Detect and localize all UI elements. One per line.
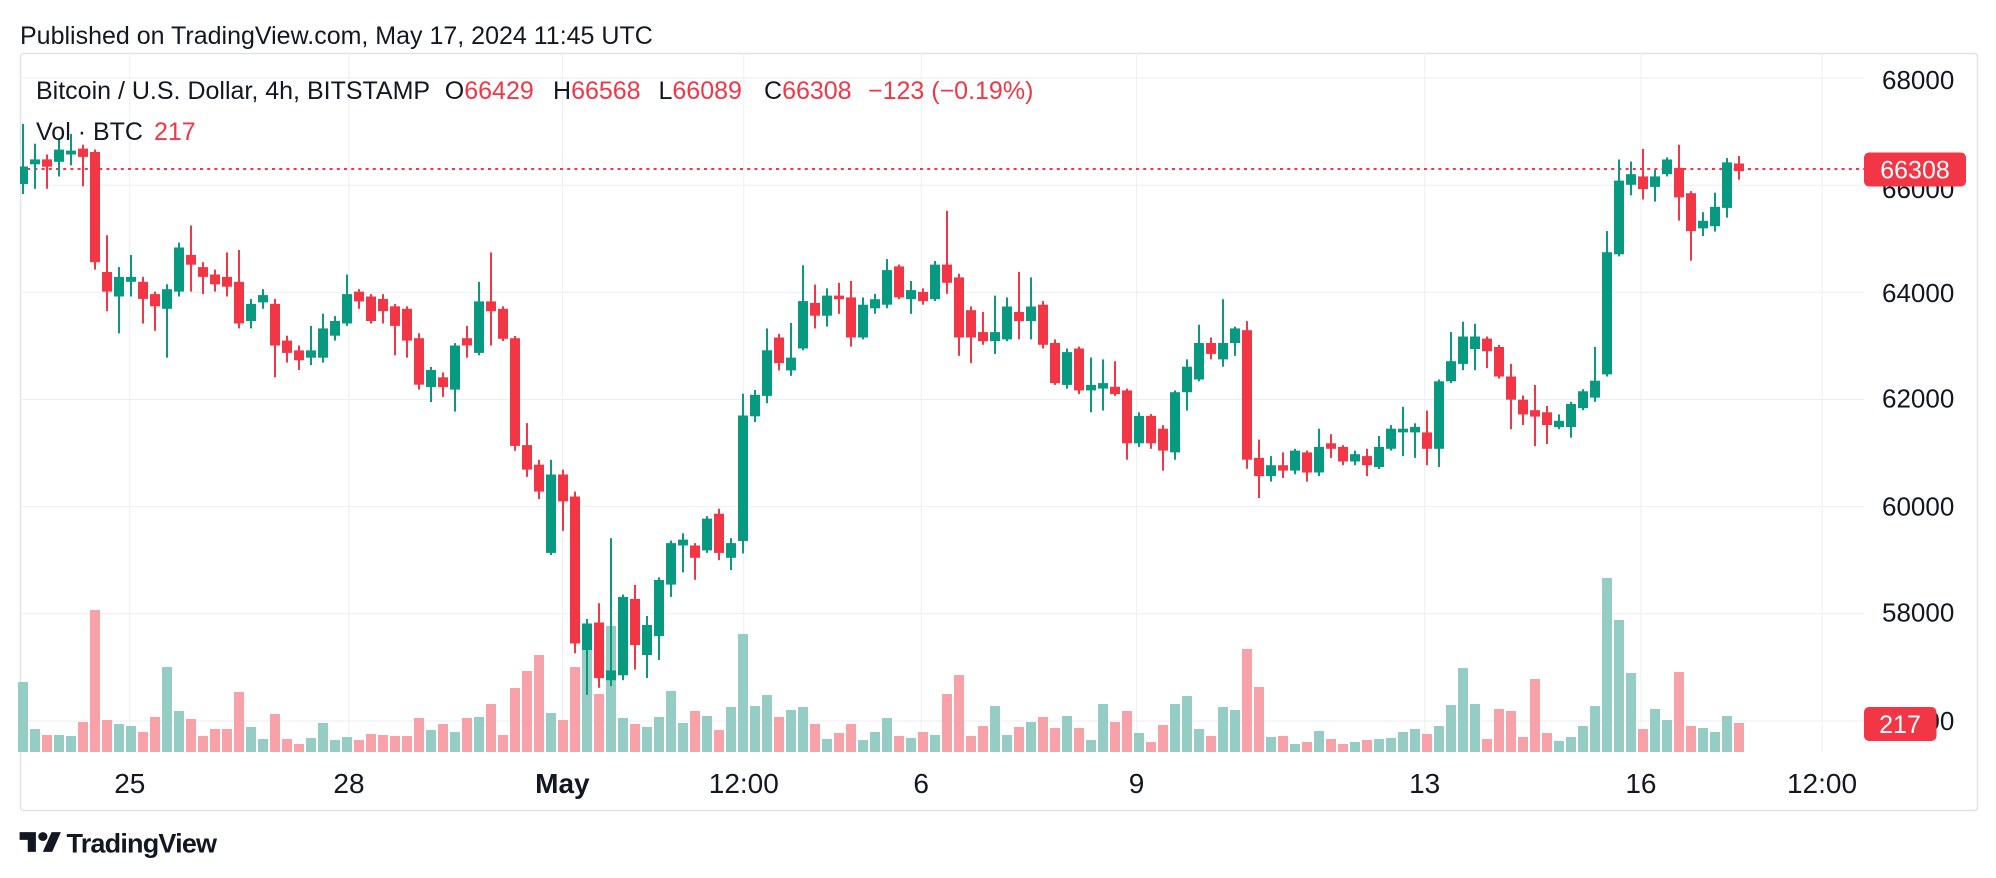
svg-text:25: 25 [114,768,145,799]
svg-text:13: 13 [1409,768,1440,799]
svg-text:16: 16 [1625,768,1656,799]
svg-text:217: 217 [154,118,196,146]
svg-text:Bitcoin / U.S. Dollar, 4h, BIT: Bitcoin / U.S. Dollar, 4h, BITSTAMP [36,77,430,105]
svg-text:May: May [535,768,590,799]
svg-text:66308: 66308 [1880,157,1950,185]
svg-text:28: 28 [333,768,364,799]
svg-text:6: 6 [913,768,929,799]
svg-text:12:00: 12:00 [1787,768,1857,799]
svg-text:60000: 60000 [1882,492,1954,522]
svg-text:58000: 58000 [1882,598,1954,628]
svg-text:Published on TradingView.com,: Published on TradingView.com, May 17, 20… [20,22,653,50]
svg-text:217: 217 [1879,711,1921,739]
svg-text:TradingView: TradingView [67,829,219,859]
svg-text:68000: 68000 [1882,65,1954,95]
svg-text:62000: 62000 [1882,383,1954,413]
svg-text:64000: 64000 [1882,278,1954,308]
svg-text:Vol · BTC: Vol · BTC [36,118,143,146]
svg-text:9: 9 [1129,768,1145,799]
svg-text:12:00: 12:00 [709,768,779,799]
